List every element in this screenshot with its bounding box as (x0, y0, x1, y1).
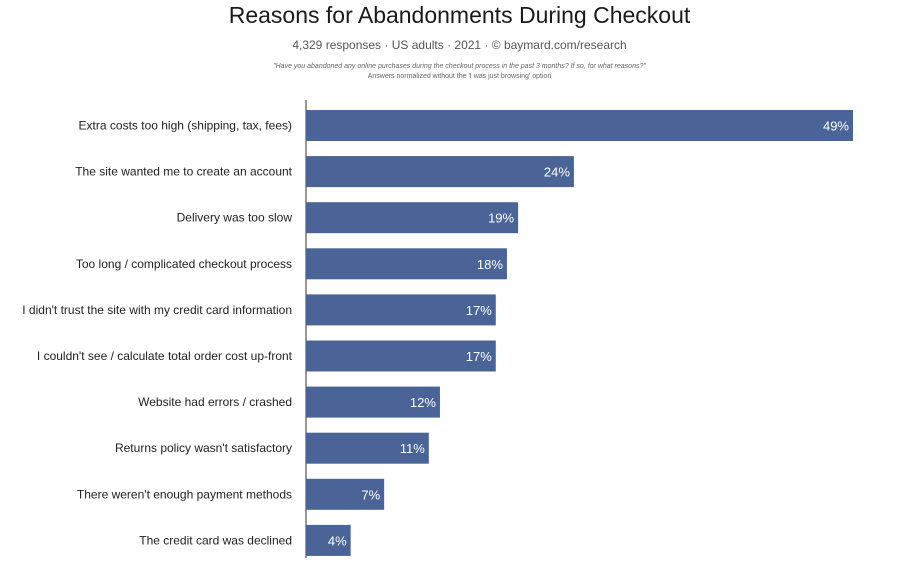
chart-subtitle: 4,329 responses · US adults · 2021 · © b… (292, 38, 627, 52)
category-label: The credit card was declined (139, 533, 292, 547)
survey-question-note: "Have you abandoned any online purchases… (273, 63, 646, 70)
bar (306, 248, 507, 280)
value-label: 18% (477, 257, 503, 272)
category-label: There weren't enough payment methods (77, 487, 292, 501)
normalization-note: Answers normalized without the 'I was ju… (367, 73, 552, 80)
value-label: 19% (488, 211, 514, 226)
category-label: Returns policy wasn't satisfactory (115, 441, 292, 455)
value-label: 12% (410, 395, 436, 410)
bar (306, 294, 496, 326)
value-label: 7% (361, 487, 380, 502)
bar (306, 386, 440, 418)
value-label: 17% (466, 349, 492, 364)
chart-title: Reasons for Abandonments During Checkout (228, 2, 691, 28)
bar (306, 432, 429, 464)
bar (306, 524, 351, 556)
category-label: Extra costs too high (shipping, tax, fee… (79, 119, 292, 133)
bar (306, 156, 574, 188)
bar (306, 340, 496, 372)
bar (306, 202, 519, 234)
category-label: Website had errors / crashed (138, 395, 292, 409)
bar (306, 110, 853, 141)
value-label: 4% (328, 533, 347, 548)
value-label: 24% (544, 165, 570, 180)
category-label: I couldn't see / calculate total order c… (37, 349, 293, 363)
value-label: 11% (400, 441, 425, 456)
value-label: 17% (466, 303, 492, 318)
category-label: Delivery was too slow (177, 211, 293, 225)
value-label: 49% (823, 119, 849, 134)
bar (306, 478, 385, 510)
category-label: Too long / complicated checkout process (76, 257, 292, 271)
category-label: I didn't trust the site with my credit c… (22, 303, 292, 317)
category-label: The site wanted me to create an account (75, 165, 292, 179)
